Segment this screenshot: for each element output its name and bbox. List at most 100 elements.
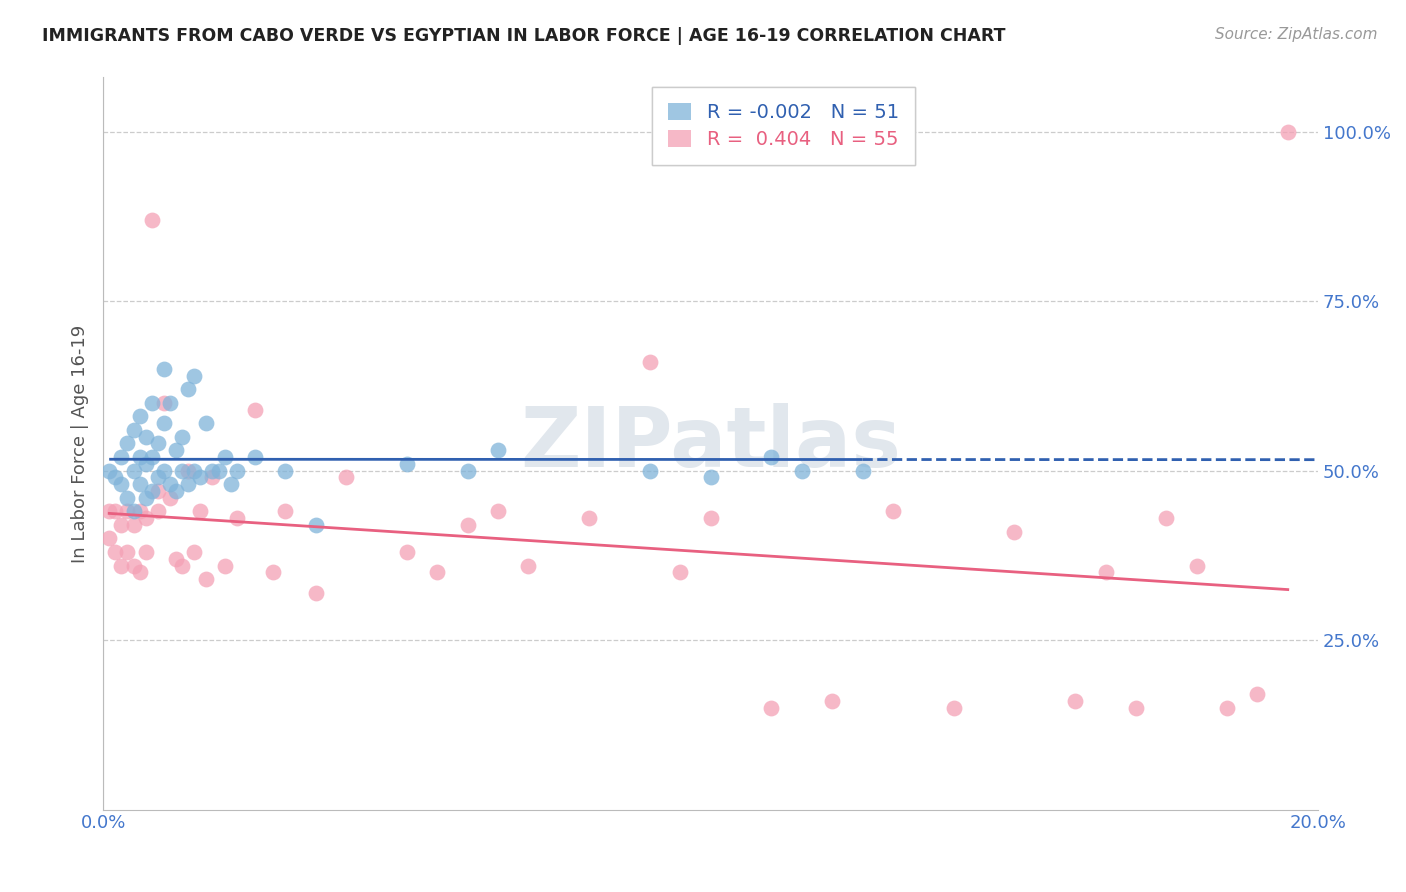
Point — [117, 491, 139, 505]
Point — [159, 491, 181, 505]
Point — [457, 464, 479, 478]
Point — [201, 470, 224, 484]
Point — [172, 464, 194, 478]
Point — [426, 566, 449, 580]
Point — [141, 396, 163, 410]
Point — [141, 483, 163, 498]
Point — [335, 470, 357, 484]
Point — [1216, 701, 1239, 715]
Point — [219, 477, 242, 491]
Point — [110, 450, 132, 464]
Point — [128, 504, 150, 518]
Point — [1094, 566, 1116, 580]
Point — [122, 504, 145, 518]
Point — [177, 477, 200, 491]
Point — [128, 409, 150, 424]
Point — [146, 436, 169, 450]
Point — [177, 382, 200, 396]
Point — [1064, 694, 1087, 708]
Point — [117, 545, 139, 559]
Point — [128, 450, 150, 464]
Point — [183, 545, 205, 559]
Point — [135, 430, 157, 444]
Point — [98, 504, 121, 518]
Point — [165, 551, 187, 566]
Point — [141, 212, 163, 227]
Point — [1125, 701, 1147, 715]
Point — [146, 470, 169, 484]
Point — [1002, 524, 1025, 539]
Point — [274, 504, 297, 518]
Point — [395, 457, 418, 471]
Point — [104, 470, 127, 484]
Point — [1154, 511, 1177, 525]
Point — [882, 504, 904, 518]
Point — [122, 558, 145, 573]
Point — [183, 464, 205, 478]
Point — [172, 430, 194, 444]
Point — [177, 464, 200, 478]
Legend: R = -0.002   N = 51, R =  0.404   N = 55: R = -0.002 N = 51, R = 0.404 N = 55 — [652, 87, 914, 165]
Point — [578, 511, 600, 525]
Text: IMMIGRANTS FROM CABO VERDE VS EGYPTIAN IN LABOR FORCE | AGE 16-19 CORRELATION CH: IMMIGRANTS FROM CABO VERDE VS EGYPTIAN I… — [42, 27, 1005, 45]
Point — [122, 517, 145, 532]
Point — [165, 443, 187, 458]
Point — [135, 491, 157, 505]
Point — [159, 396, 181, 410]
Point — [638, 464, 661, 478]
Point — [851, 464, 873, 478]
Point — [122, 423, 145, 437]
Point — [117, 436, 139, 450]
Point — [305, 585, 328, 599]
Text: Source: ZipAtlas.com: Source: ZipAtlas.com — [1215, 27, 1378, 42]
Point — [153, 464, 176, 478]
Point — [172, 558, 194, 573]
Point — [188, 470, 211, 484]
Point — [214, 450, 236, 464]
Point — [486, 504, 509, 518]
Point — [790, 464, 813, 478]
Point — [225, 511, 247, 525]
Point — [305, 517, 328, 532]
Point — [761, 701, 783, 715]
Point — [188, 504, 211, 518]
Point — [141, 450, 163, 464]
Point — [153, 362, 176, 376]
Text: ZIPatlas: ZIPatlas — [520, 403, 901, 484]
Point — [517, 558, 540, 573]
Point — [98, 532, 121, 546]
Point — [274, 464, 297, 478]
Point — [183, 368, 205, 383]
Point — [110, 477, 132, 491]
Point — [638, 355, 661, 369]
Point — [942, 701, 965, 715]
Point — [110, 517, 132, 532]
Point — [669, 566, 692, 580]
Y-axis label: In Labor Force | Age 16-19: In Labor Force | Age 16-19 — [72, 325, 89, 563]
Point — [395, 545, 418, 559]
Point — [699, 470, 721, 484]
Point — [457, 517, 479, 532]
Point — [486, 443, 509, 458]
Point — [135, 457, 157, 471]
Point — [214, 558, 236, 573]
Point — [159, 477, 181, 491]
Point — [243, 450, 266, 464]
Point — [128, 477, 150, 491]
Point — [207, 464, 229, 478]
Point — [146, 483, 169, 498]
Point — [821, 694, 844, 708]
Point — [165, 483, 187, 498]
Point — [104, 504, 127, 518]
Point — [135, 511, 157, 525]
Point — [153, 396, 176, 410]
Point — [153, 416, 176, 430]
Point — [122, 464, 145, 478]
Point — [128, 566, 150, 580]
Point — [135, 545, 157, 559]
Point — [262, 566, 284, 580]
Point — [195, 416, 218, 430]
Point — [225, 464, 247, 478]
Point — [195, 572, 218, 586]
Point — [699, 511, 721, 525]
